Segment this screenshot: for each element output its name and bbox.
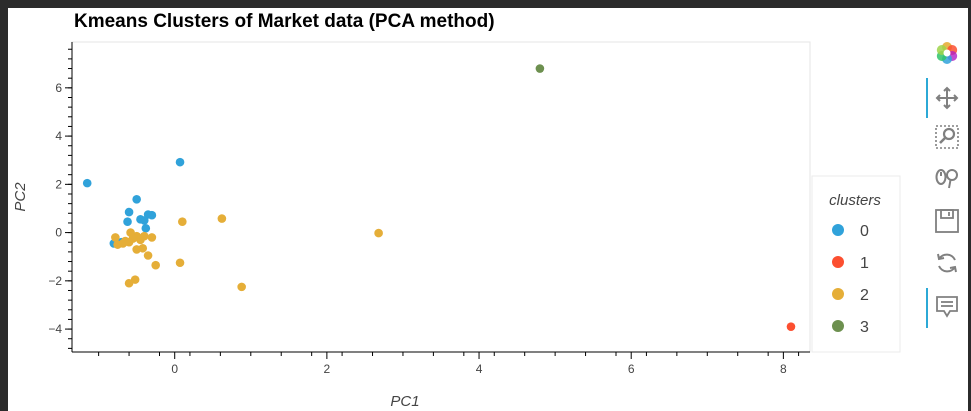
- legend-label: 3: [860, 319, 869, 336]
- data-point-cluster-2: [175, 258, 185, 268]
- x-tick-label: 0: [171, 362, 178, 376]
- data-point-cluster-2: [143, 251, 153, 260]
- data-point-cluster-2: [217, 214, 227, 223]
- x-tick-label: 6: [628, 362, 635, 376]
- x-tick-label: 2: [324, 362, 331, 376]
- data-point-cluster-2: [178, 217, 187, 227]
- legend-box: [811, 175, 901, 353]
- hover-active-indicator: [926, 288, 928, 328]
- data-point-cluster-2: [138, 243, 148, 253]
- data-point-cluster-0: [139, 216, 149, 225]
- y-tick-label: 2: [55, 177, 62, 191]
- data-point-cluster-2: [237, 282, 246, 292]
- data-point-cluster-2: [136, 235, 145, 245]
- pan-icon[interactable]: [932, 83, 962, 113]
- y-tick-label: 0: [55, 226, 62, 240]
- x-tick-label: 8: [780, 362, 787, 376]
- legend-label: 1: [860, 255, 869, 272]
- scatter-plot: 0 2 4 6 8 −4 −2 0 2 4 6 PC1 PC2 clusters 0 1 2 3: [12, 41, 901, 410]
- data-point-cluster-2: [120, 236, 130, 246]
- x-tick-label: 4: [476, 362, 483, 376]
- plot-area: [71, 41, 811, 353]
- pan-active-indicator: [926, 78, 928, 118]
- data-point-cluster-2: [374, 228, 383, 238]
- toolbar: [926, 36, 968, 366]
- data-point-cluster-1: [786, 322, 796, 331]
- chart-title: Kmeans Clusters of Market data (PCA meth…: [74, 11, 495, 32]
- y-axis-label: PC2: [12, 182, 29, 212]
- legend-marker-0: [832, 224, 844, 236]
- y-tick-label: 4: [55, 129, 62, 143]
- data-point-cluster-0: [147, 210, 157, 220]
- data-point-cluster-2: [151, 260, 160, 270]
- box-zoom-icon[interactable]: [932, 122, 962, 152]
- y-tick-label: 6: [55, 81, 62, 95]
- legend-marker-2: [832, 288, 844, 300]
- y-tick-label: −4: [48, 322, 62, 336]
- data-point-cluster-0: [82, 178, 92, 188]
- legend-label: 2: [860, 287, 869, 304]
- legend-marker-3: [832, 320, 844, 332]
- data-point-cluster-2: [147, 233, 157, 242]
- data-point-cluster-2: [111, 233, 120, 242]
- data-point-cluster-3: [535, 64, 545, 73]
- data-point-cluster-2: [126, 228, 135, 237]
- wheel-zoom-icon[interactable]: [932, 164, 962, 194]
- data-point-cluster-0: [132, 194, 141, 204]
- save-icon[interactable]: [932, 206, 962, 236]
- data-point-cluster-0: [123, 217, 132, 227]
- x-axis-label: PC1: [390, 393, 419, 410]
- data-point-cluster-0: [141, 223, 151, 233]
- hover-icon[interactable]: [932, 292, 962, 322]
- reset-icon[interactable]: [932, 248, 962, 278]
- data-point-cluster-2: [113, 240, 122, 249]
- legend-marker-1: [832, 256, 844, 268]
- legend-label: 0: [860, 223, 869, 240]
- data-point-cluster-2: [124, 278, 134, 288]
- data-point-cluster-0: [124, 207, 134, 217]
- chart-frame: Kmeans Clusters of Market data (PCA meth…: [8, 8, 968, 411]
- legend-title: clusters: [829, 192, 881, 209]
- data-point-cluster-0: [175, 157, 185, 167]
- y-tick-label: −2: [48, 274, 62, 288]
- bokeh-logo-icon[interactable]: [932, 38, 962, 68]
